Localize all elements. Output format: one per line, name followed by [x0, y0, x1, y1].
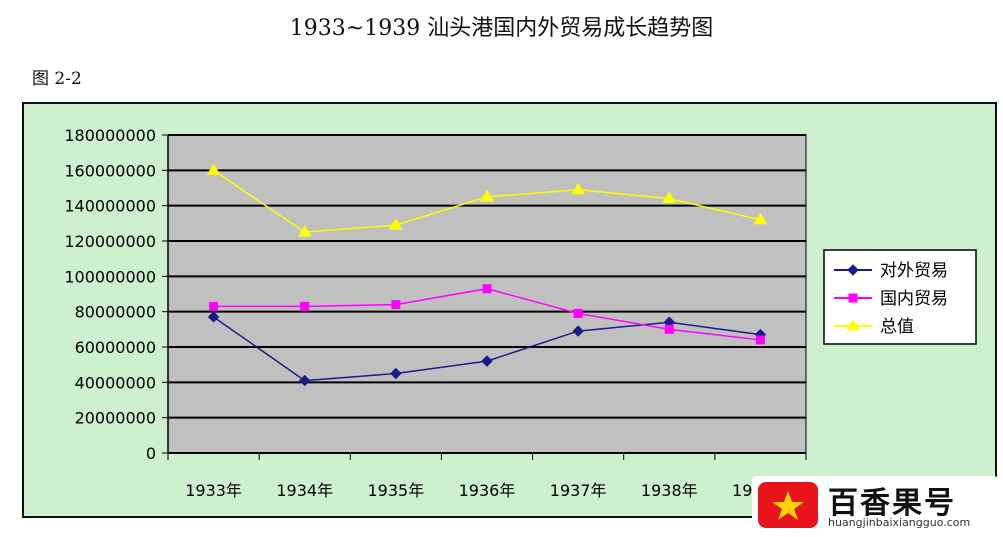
series-1-point	[572, 325, 584, 337]
legend-label-3: 总值	[880, 317, 914, 337]
series-2-point	[755, 335, 765, 345]
y-tick-label: 40000000	[75, 373, 156, 392]
legend-marker-3	[846, 319, 860, 331]
chart-title: 1933~1939 汕头港国内外贸易成长趋势图	[289, 16, 714, 41]
x-tick-label: 1933年	[185, 481, 242, 500]
series-3-point	[297, 225, 312, 237]
watermark-name: 百香果号	[828, 486, 956, 521]
series-3-point	[388, 218, 403, 230]
y-tick-label: 120000000	[64, 232, 156, 251]
legend-marker-2	[848, 293, 858, 303]
series-1-point	[299, 374, 311, 387]
series-3-point	[480, 189, 494, 202]
legend-marker-1	[847, 264, 859, 276]
y-tick-label: 140000000	[64, 197, 156, 216]
legend-label-1: 对外贸易	[880, 261, 948, 281]
series-3-point	[662, 191, 677, 204]
series-1-point	[481, 355, 493, 367]
y-tick-label: 80000000	[75, 303, 156, 322]
series-2-point	[391, 300, 401, 310]
y-tick-label: 60000000	[75, 338, 156, 357]
series-1-point	[207, 311, 220, 323]
watermark-logo-icon	[758, 482, 818, 528]
x-tick-label: 1938年	[641, 481, 698, 500]
x-tick-label: 1936年	[459, 481, 516, 500]
series-3-point	[571, 182, 586, 195]
series-2-point	[209, 301, 219, 311]
series-3-point	[753, 212, 768, 225]
series-2-point	[664, 324, 674, 334]
y-tick-label: 100000000	[64, 267, 156, 286]
legend-label-2: 国内贸易	[880, 289, 948, 309]
x-tick-label: 1935年	[367, 481, 424, 500]
x-tick-label: 1934年	[276, 481, 333, 500]
watermark: 百香果号 huangjinbaixiangguo.com	[752, 476, 998, 534]
y-tick-label: 180000000	[64, 126, 156, 145]
figure-label: 图 2-2	[32, 69, 82, 89]
y-tick-label: 0	[146, 444, 156, 463]
series-2-point	[300, 301, 310, 311]
x-tick-label: 1937年	[550, 481, 607, 500]
series-1-point	[390, 367, 402, 380]
y-tick-label: 20000000	[75, 409, 156, 428]
watermark-url: huangjinbaixiangguo.com	[828, 516, 971, 529]
plot-area	[167, 134, 807, 454]
series-2-point	[573, 308, 583, 318]
series-3-point	[206, 163, 221, 175]
y-tick-label: 160000000	[64, 161, 156, 180]
series-2-point	[482, 284, 492, 294]
